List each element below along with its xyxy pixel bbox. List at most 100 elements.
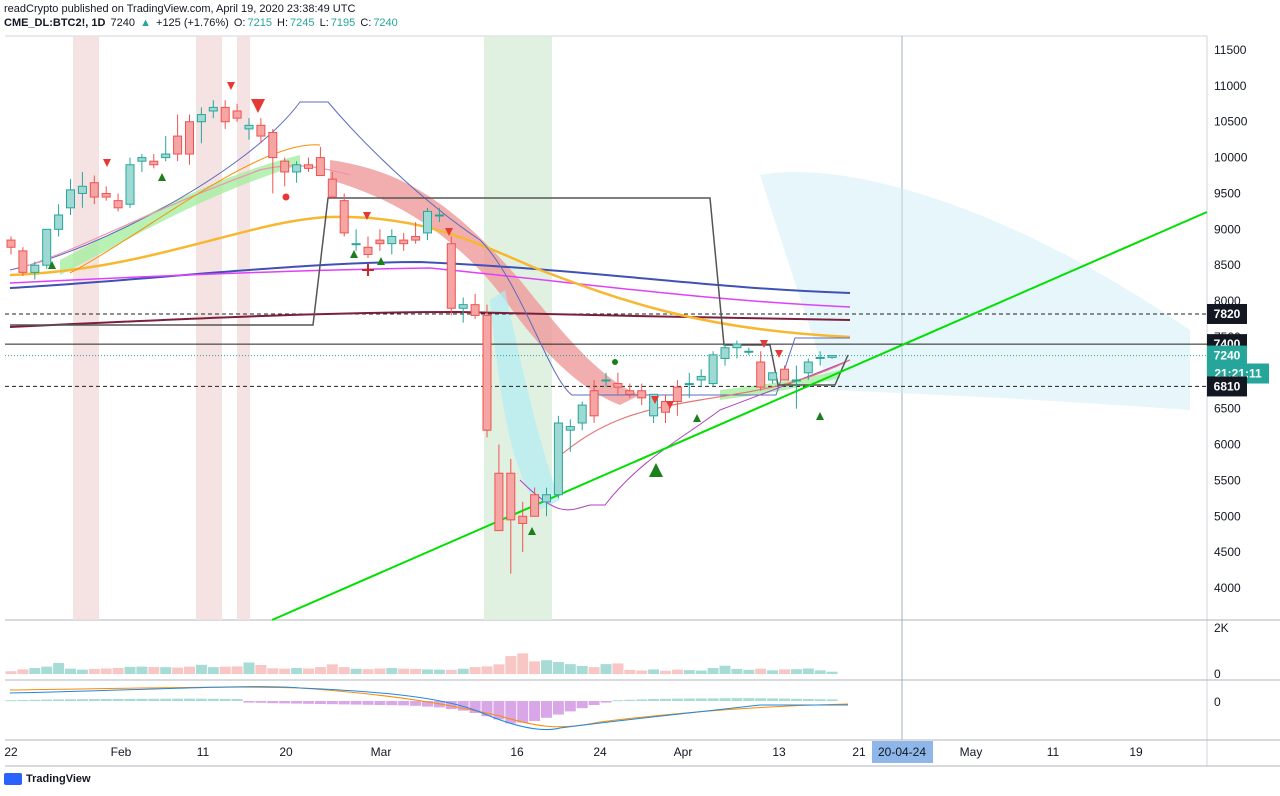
candle xyxy=(637,383,647,406)
candle xyxy=(827,355,837,359)
volume-bar xyxy=(481,666,493,674)
macd-histogram-bar xyxy=(136,698,148,701)
volume-bar xyxy=(600,664,612,674)
price-levels xyxy=(5,313,1207,387)
macd-histogram-bar xyxy=(755,698,767,701)
volume-bar xyxy=(422,669,433,674)
high-value: 7245 xyxy=(290,17,315,29)
candle xyxy=(601,372,611,388)
candle-body xyxy=(744,350,754,353)
macd-histogram-bar xyxy=(541,701,552,718)
volume-tick-label: 2K xyxy=(1214,621,1229,635)
candle xyxy=(565,419,575,452)
candle-body xyxy=(434,214,444,217)
open-value: 7215 xyxy=(247,17,272,29)
candle xyxy=(220,100,230,129)
signal-markers xyxy=(48,82,824,535)
candle xyxy=(494,444,504,532)
macd-histogram-bar xyxy=(76,699,88,701)
candle-body xyxy=(89,182,99,198)
price-tick-label: 5000 xyxy=(1214,509,1241,523)
tradingview-footer[interactable]: TradingView xyxy=(4,773,91,785)
volume-bar xyxy=(148,667,160,674)
candle-body xyxy=(518,515,528,524)
highlight-zones xyxy=(73,36,552,620)
candle-body xyxy=(256,124,266,137)
candle-body xyxy=(196,114,206,123)
macd-histogram-bar xyxy=(231,699,243,701)
candle-body xyxy=(720,347,730,359)
volume-bar xyxy=(683,670,695,674)
volume-bar xyxy=(386,668,398,674)
macd-histogram-bar xyxy=(291,701,303,704)
volume-bar xyxy=(303,668,314,674)
candle-body xyxy=(411,236,421,241)
macd-histogram-bar xyxy=(695,698,707,701)
candle xyxy=(661,394,670,424)
low-value: 7195 xyxy=(330,17,356,29)
sell-signal-icon xyxy=(445,228,453,236)
candle xyxy=(173,114,183,162)
candle xyxy=(161,136,171,162)
candle-body xyxy=(113,200,123,209)
candle xyxy=(756,351,766,391)
chart-header: readCrypto published on TradingView.com,… xyxy=(4,2,400,30)
candle xyxy=(315,146,325,177)
candle xyxy=(732,340,742,359)
volume-bar xyxy=(755,668,767,674)
macd-histogram-bar xyxy=(410,701,422,706)
candle-body xyxy=(637,390,647,399)
candle-body xyxy=(149,160,159,166)
candle-body xyxy=(351,243,361,246)
macd-histogram-bar xyxy=(267,701,279,704)
sell-signal-icon xyxy=(363,212,371,220)
time-tick-label: Apr xyxy=(674,745,693,759)
symbol-name[interactable]: CME_DL:BTC2!, 1D xyxy=(4,17,106,29)
candle-body xyxy=(423,210,432,234)
candle-body xyxy=(77,185,87,194)
candle xyxy=(446,236,456,316)
candle xyxy=(387,229,397,255)
time-tick-label: 20 xyxy=(279,745,293,759)
price-tag-label: 7820 xyxy=(1214,307,1241,321)
macd-histogram-bar xyxy=(588,701,600,705)
volume-bar xyxy=(529,661,541,674)
candle xyxy=(232,103,242,122)
price-tick-label: 9000 xyxy=(1214,222,1241,236)
candle-body xyxy=(494,472,504,532)
candle-body xyxy=(768,372,778,381)
candle-body xyxy=(173,135,183,155)
volume-bar xyxy=(410,668,422,674)
buy-dot-icon xyxy=(612,359,618,365)
price-tick-label: 6500 xyxy=(1214,402,1241,416)
volume-bar xyxy=(374,668,386,674)
candle xyxy=(518,501,528,553)
candle-body xyxy=(815,356,825,359)
time-tick-label: 13 xyxy=(772,745,786,759)
volume-bar xyxy=(398,668,410,674)
macd-histogram-bar xyxy=(790,698,802,701)
volume-bar xyxy=(731,668,743,674)
candle xyxy=(42,228,52,269)
candle-body xyxy=(708,354,718,385)
macd-histogram-bar xyxy=(683,698,695,701)
candle xyxy=(292,161,302,183)
candle-body xyxy=(601,379,611,382)
candle xyxy=(768,372,778,384)
macd-histogram-bar xyxy=(88,699,100,701)
volume-bar xyxy=(767,670,779,674)
sell-signal-icon xyxy=(760,340,768,348)
time-axis[interactable]: 22 Feb 11 20 Mar 16 24 Apr 13 21 May 11 19 20-04-24 xyxy=(4,741,1143,763)
candle xyxy=(791,365,801,409)
candle-body xyxy=(458,304,468,309)
time-tick-label: 24 xyxy=(593,745,607,759)
buy-signal-icon xyxy=(350,250,358,258)
price-tick-label: 10000 xyxy=(1214,151,1248,165)
volume-bar xyxy=(76,669,88,674)
volume-bar xyxy=(802,668,814,674)
macd-pane xyxy=(5,686,849,731)
candle xyxy=(542,487,551,517)
volume-bar xyxy=(5,671,17,674)
macd-histogram-bar xyxy=(529,701,541,721)
